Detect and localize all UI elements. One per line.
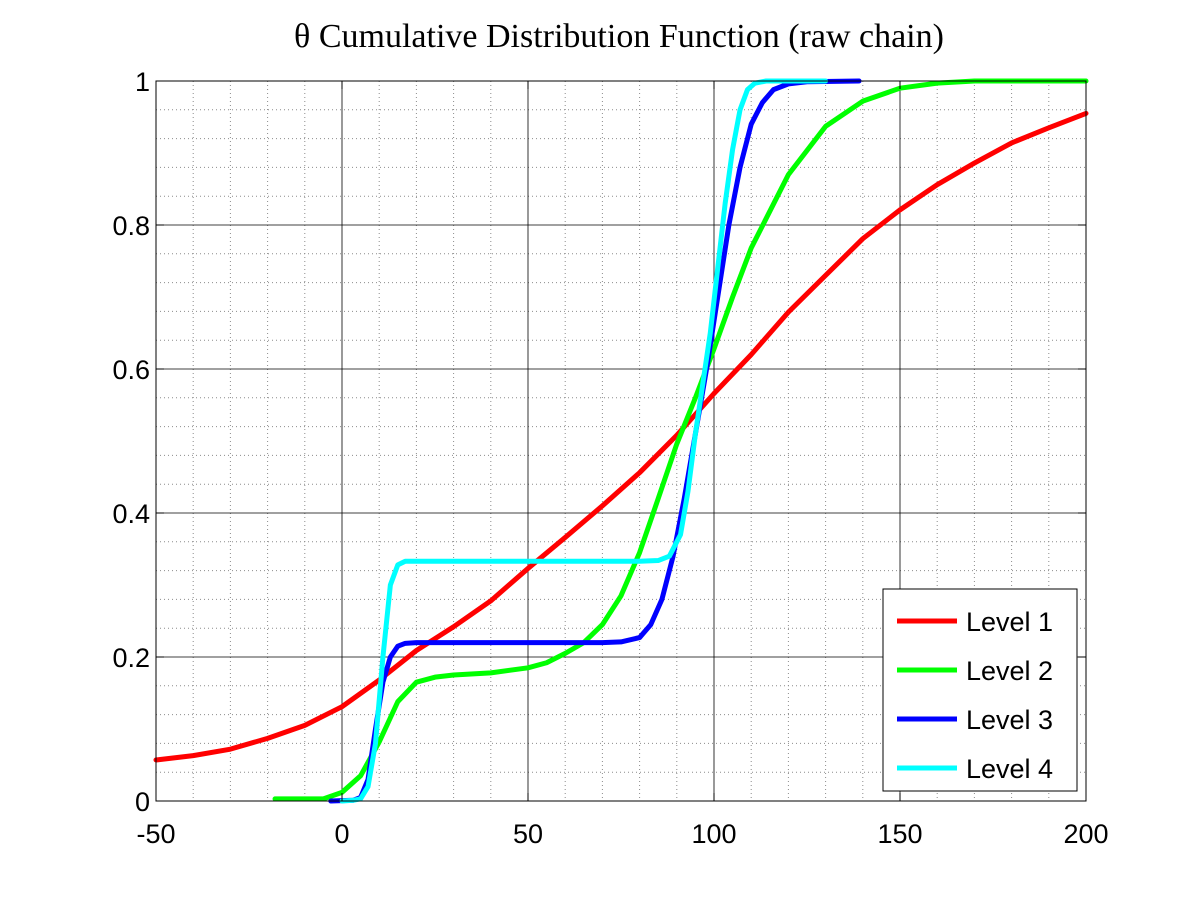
legend-label-level-1: Level 1 bbox=[966, 607, 1053, 637]
legend: Level 1 Level 2 Level 3 Level 4 bbox=[882, 588, 1078, 792]
x-axis-tick-labels: -50 0 50 100 150 200 bbox=[136, 819, 1108, 849]
y-tick-label: 0.6 bbox=[112, 355, 150, 385]
legend-label-level-4: Level 4 bbox=[966, 754, 1053, 784]
y-axis-tick-labels: 0 0.2 0.4 0.6 0.8 1 bbox=[112, 67, 150, 817]
series-line-level-2 bbox=[272, 78, 1089, 802]
legend-label-level-3: Level 3 bbox=[966, 705, 1053, 735]
x-tick-label: 150 bbox=[877, 819, 922, 849]
axis-ticks bbox=[155, 80, 1087, 802]
y-tick-label: 0.2 bbox=[112, 643, 150, 673]
x-tick-label: 100 bbox=[691, 819, 736, 849]
legend-label-level-2: Level 2 bbox=[966, 656, 1053, 686]
plot-frame bbox=[155, 80, 1087, 802]
x-tick-label: 0 bbox=[334, 819, 349, 849]
y-tick-label: 0.4 bbox=[112, 499, 150, 529]
series-layer bbox=[153, 78, 1089, 804]
series-line-level-4 bbox=[339, 78, 829, 804]
y-tick-label: 0.8 bbox=[112, 211, 150, 241]
series-line-level-1 bbox=[153, 110, 1089, 763]
y-tick-label: 0 bbox=[135, 787, 150, 817]
chart-title: θ Cumulative Distribution Function (raw … bbox=[294, 18, 944, 55]
x-tick-label: -50 bbox=[136, 819, 175, 849]
y-tick-label: 1 bbox=[135, 67, 150, 97]
x-tick-label: 50 bbox=[513, 819, 543, 849]
x-tick-label: 200 bbox=[1063, 819, 1108, 849]
